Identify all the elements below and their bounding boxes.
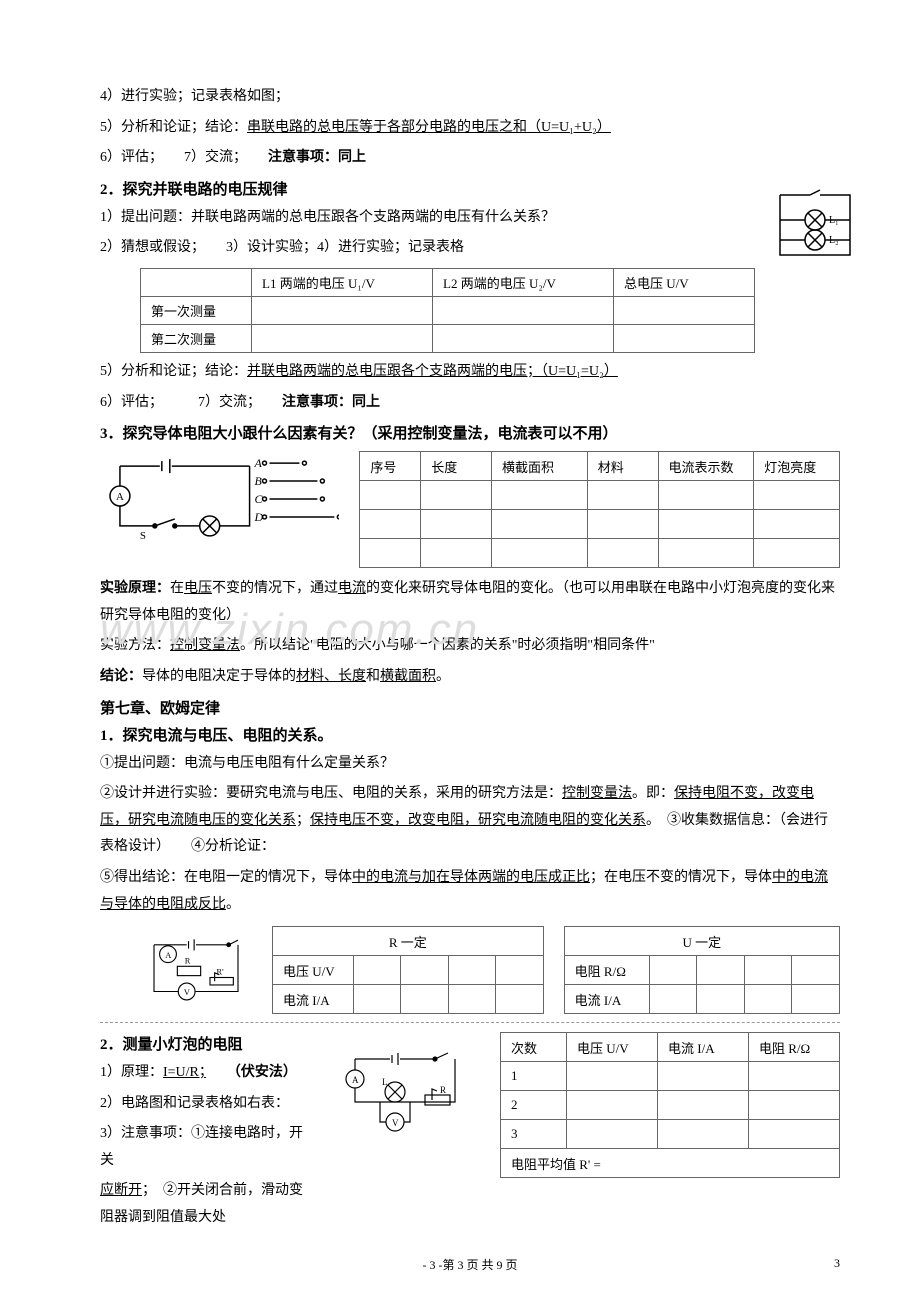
t2-h3: 材料: [587, 452, 658, 481]
principle-label: 实验原理：: [100, 581, 170, 596]
at1-l5-u: 并联电路两端的总电压跟各个支路两端的电压；（U=U₁=U₂）: [247, 364, 618, 379]
step6-text: 6）评估； 7）交流；: [100, 150, 240, 165]
svg-text:R: R: [185, 956, 191, 965]
ohm-circuit-diagram: A R R' V: [140, 933, 252, 1008]
r-constant-table: R 一定 电压 U/V 电流 I/A: [272, 926, 544, 1014]
tb-h2: 电流 I/A: [658, 1033, 749, 1062]
at1-l5-pre: 5）分析和论证；结论：: [100, 364, 247, 379]
bulb-p2: 2）电路图和记录表格如右表：: [100, 1091, 310, 1118]
tb-last: 电阻平均值 R' =: [501, 1149, 840, 1178]
svg-text:L₁: L₁: [829, 215, 839, 226]
svg-text:A: A: [116, 491, 124, 503]
footer-page-number: 3: [834, 1256, 840, 1271]
u-constant-table: U 一定 电阻 R/Ω 电流 I/A: [564, 926, 840, 1014]
svg-text:A: A: [165, 950, 171, 959]
step5-prefix: 5）分析和论证；结论：: [100, 120, 247, 135]
svg-text:A: A: [352, 1075, 359, 1085]
parallel-circuit-diagram: L₁ L₂: [770, 185, 860, 265]
at1-l6b: 注意事项：同上: [282, 395, 380, 410]
voltage-table: L1 两端的电压 U₁/V L2 两端的电压 U₂/V 总电压 U/V 第一次测…: [140, 268, 755, 353]
tb-r0: 1: [501, 1062, 567, 1091]
svg-text:V: V: [184, 988, 190, 997]
tb-h0: 次数: [501, 1033, 567, 1062]
svg-text:L: L: [382, 1077, 388, 1087]
ch7-q1: ①提出问题：电流与电压电阻有什么定量关系？: [100, 751, 840, 778]
section-2-title: 2．探究并联电路的电压规律: [100, 178, 840, 199]
page-footer: - 3 -第 3 页 共 9 页 3: [100, 1256, 840, 1273]
svg-text:C: C: [255, 492, 264, 506]
tr-r1: 电流 I/A: [273, 985, 354, 1014]
step5-conclusion: 串联电路的总电压等于各部分电路的电压之和（U=U₁+U₂）: [247, 120, 611, 135]
ch7-q2: ②设计并进行实验：要研究电流与电压、电阻的关系，采用的研究方法是：控制变量法。即…: [100, 781, 840, 861]
svg-text:B: B: [255, 474, 263, 488]
ch7-q5: ⑤得出结论：在电阻一定的情况下，导体中的电流与加在导体两端的电压成正比；在电压不…: [100, 865, 840, 918]
svg-text:A: A: [254, 456, 263, 470]
tb-h1: 电压 U/V: [567, 1033, 658, 1062]
bulb-resistance-table: 次数 电压 U/V 电流 I/A 电阻 R/Ω 1 2 3 电阻平均值 R' =: [500, 1032, 840, 1178]
tr-r0: 电压 U/V: [273, 956, 354, 985]
tb-h3: 电阻 R/Ω: [749, 1033, 840, 1062]
chapter-7-title: 第七章、欧姆定律: [100, 697, 840, 718]
svg-text:R': R': [217, 967, 225, 976]
svg-text:D: D: [254, 510, 264, 524]
t2-h2: 横截面积: [492, 452, 588, 481]
t1-h3: 总电压 U/V: [614, 268, 755, 296]
svg-text:S: S: [140, 530, 146, 541]
t2-h4: 电流表示数: [658, 452, 754, 481]
bulb-p3: 3）注意事项：①连接电路时，开关: [100, 1121, 310, 1174]
tb-r1: 2: [501, 1091, 567, 1120]
svg-text:V: V: [392, 1118, 399, 1128]
s2-q1: 1）提出问题：并联电路两端的总电压跟各个支路两端的电压有什么关系？: [100, 205, 840, 232]
dashed-separator: [100, 1022, 840, 1023]
conclusion-line: 结论：导体的电阻决定于导体的材料、长度和横截面积。: [100, 664, 840, 691]
after-t1-l5: 5）分析和论证；结论：并联电路两端的总电压跟各个支路两端的电压；（U=U₁=U₂…: [100, 359, 840, 386]
bulb-p3b: 应断开； ②开关闭合前，滑动变阻器调到阻值最大处: [100, 1178, 310, 1231]
bulb-p1: 1）原理：I=U/R； （伏安法）: [100, 1060, 310, 1087]
after-t1-l6: 6）评估； 7）交流； 注意事项：同上: [100, 390, 840, 417]
step6-note: 注意事项：同上: [268, 150, 366, 165]
t1-h2: L2 两端的电压 U₂/V: [433, 268, 614, 296]
tu-r0: 电阻 R/Ω: [564, 956, 649, 985]
t1-r1: 第二次测量: [141, 324, 252, 352]
s2-q2: 2）猜想或假设； 3）设计实验；4）进行实验；记录表格: [100, 235, 840, 262]
t2-h1: 长度: [421, 452, 492, 481]
ch7-sub1: 1．探究电流与电压、电阻的关系。: [100, 724, 840, 745]
step-5: 5）分析和论证；结论：串联电路的总电压等于各部分电路的电压之和（U=U₁+U₂）: [100, 115, 840, 142]
tu-title: U 一定: [564, 927, 839, 956]
resistance-circuit-diagram: A A B C D S: [100, 451, 339, 541]
step-6-7: 6）评估； 7）交流； 注意事项：同上: [100, 145, 840, 172]
at1-l6a: 6）评估； 7）交流；: [100, 395, 254, 410]
svg-text:L₂: L₂: [829, 235, 839, 246]
svg-text:R: R: [440, 1085, 446, 1095]
tu-r1: 电流 I/A: [564, 985, 649, 1014]
t2-h0: 序号: [360, 452, 421, 481]
footer-center: - 3 -第 3 页 共 9 页: [423, 1258, 518, 1272]
t1-r0: 第一次测量: [141, 296, 252, 324]
resistance-factor-table: 序号 长度 横截面积 材料 电流表示数 灯泡亮度: [359, 451, 840, 568]
t1-h1: L1 两端的电压 U₁/V: [252, 268, 433, 296]
step-4: 4）进行实验；记录表格如图；: [100, 84, 840, 111]
bulb-circuit-diagram: A L R V: [340, 1047, 470, 1142]
section-3-title: 3．探究导体电阻大小跟什么因素有关？（采用控制变量法，电流表可以不用）: [100, 422, 840, 443]
principle-line-1: 实验原理：在电压不变的情况下，通过电流的变化来研究导体电阻的变化。（也可以用串联…: [100, 576, 840, 629]
tb-r2: 3: [501, 1120, 567, 1149]
bulb-section-title: 2．测量小灯泡的电阻: [100, 1033, 310, 1054]
t2-h5: 灯泡亮度: [754, 452, 840, 481]
method-line: 实验方法：控制变量法。所以结论"电阻的大小与哪一个因素的关系"时必须指明"相同条…: [100, 633, 840, 660]
tr-title: R 一定: [273, 927, 544, 956]
t1-h0: [141, 268, 252, 296]
